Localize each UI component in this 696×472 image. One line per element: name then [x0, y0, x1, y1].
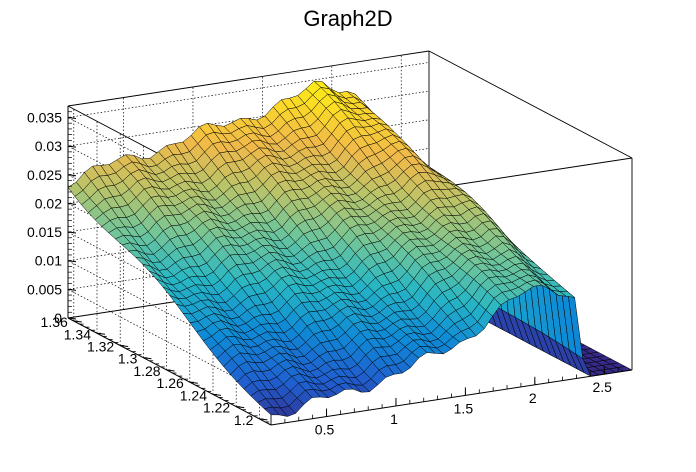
z-tick-label: 0.035 — [27, 109, 62, 125]
y-tick-label: 1.26 — [157, 375, 184, 391]
chart-title: Graph2D — [303, 6, 392, 31]
y-tick-label: 1.3 — [118, 351, 138, 367]
z-tick-label: 0 — [54, 310, 62, 326]
y-tick-label: 1.32 — [87, 339, 114, 355]
y-tick-label: 1.22 — [203, 400, 230, 416]
z-tick-label: 0.03 — [35, 138, 62, 154]
y-tick-label: 1.34 — [64, 326, 91, 342]
y-tick-label: 1.36 — [41, 314, 68, 330]
x-tick-label: 2 — [529, 390, 537, 406]
x-tick-label: 1.5 — [454, 400, 474, 416]
frame-edge — [428, 50, 633, 159]
surface-cell — [263, 406, 280, 416]
z-tick-label: 0.02 — [35, 195, 62, 211]
z-tick-label: 0.015 — [27, 224, 62, 240]
z-tick-label: 0.005 — [27, 281, 62, 297]
axes-layer — [67, 106, 633, 426]
y-tick-label: 1.2 — [234, 412, 254, 428]
z-tick-label: 0.025 — [27, 167, 62, 183]
y-tick-label: 1.28 — [133, 363, 160, 379]
z-tick — [67, 317, 77, 320]
x-tick-label: 1 — [390, 411, 398, 427]
y-tick-label: 1.24 — [180, 387, 207, 403]
z-grid-line — [66, 62, 430, 225]
x-tick-label: 0.5 — [315, 422, 335, 438]
frame-edge — [67, 50, 430, 107]
z-tick-label: 0.01 — [35, 253, 62, 269]
x-tick-label: 2.5 — [592, 379, 612, 395]
labels-layer: 0.511.522.51.21.221.241.261.281.31.321.3… — [27, 109, 612, 437]
surface-layer — [67, 80, 633, 417]
